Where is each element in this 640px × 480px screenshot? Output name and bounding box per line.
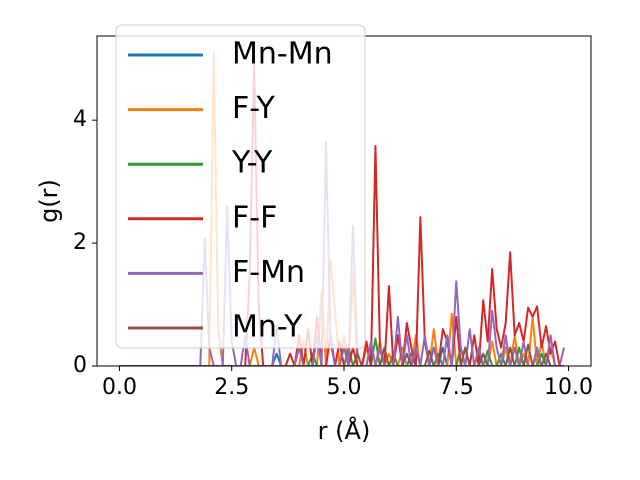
series-line — [119, 337, 565, 366]
y-tick-label: 4 — [73, 107, 87, 132]
x-tick-label: 0.0 — [102, 375, 137, 400]
legend-label: F-Mn — [232, 255, 305, 290]
legend-label: Mn-Mn — [232, 37, 333, 72]
x-tick-label: 2.5 — [214, 375, 249, 400]
legend-label: F-F — [232, 200, 277, 235]
x-tick-label: 7.5 — [439, 375, 474, 400]
legend-box — [115, 24, 366, 349]
legend-label: Y-Y — [231, 146, 273, 181]
y-tick-label: 0 — [73, 353, 87, 378]
x-tick-label: 10.0 — [544, 375, 593, 400]
legend: Mn-Mn F-Y Y-Y F-F F-Mn Mn-Y — [115, 24, 366, 349]
legend-label: F-Y — [232, 91, 276, 126]
legend-label: Mn-Y — [232, 310, 303, 345]
y-axis-label: g(r) — [35, 179, 63, 223]
y-tick-label: 2 — [73, 230, 87, 255]
series-line — [119, 140, 566, 366]
x-axis-label: r (Å) — [318, 416, 371, 445]
x-tick-label: 5.0 — [327, 375, 362, 400]
